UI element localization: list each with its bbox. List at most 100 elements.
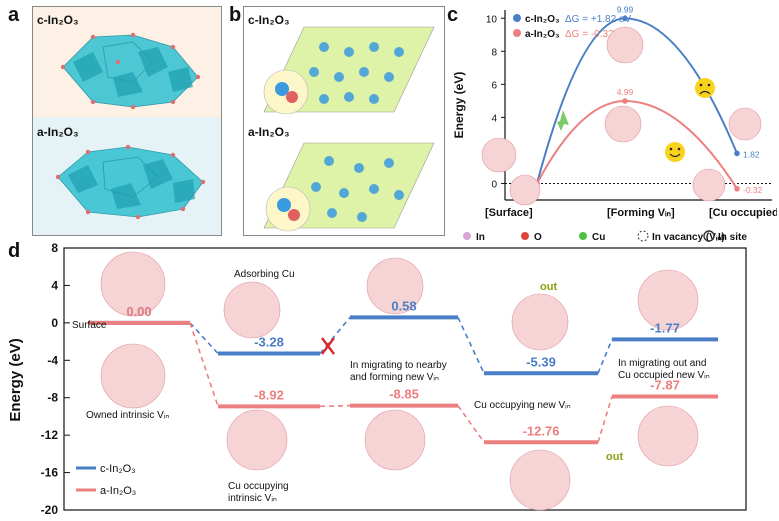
atom-legend-label: Cu	[592, 232, 605, 243]
annotation-migrating-2: and forming new Vᵢₙ	[350, 372, 439, 383]
atom-legend-marker	[463, 232, 471, 240]
annotation-surface: Surface	[72, 320, 107, 331]
atom-legend-marker	[703, 230, 715, 242]
annotation-owned: Owned intrinsic Vᵢₙ	[86, 410, 169, 421]
y-tick-label: -4	[47, 353, 58, 367]
atom-legend: In O Cu In vacancy (Vᵢₙ)In site	[463, 230, 747, 243]
data-label: -0.32	[743, 185, 763, 195]
y-tick-label: -8	[47, 391, 58, 405]
panel-label-d: d	[8, 240, 21, 262]
data-point	[622, 15, 628, 22]
panel-a-c-label: c-In₂O₃	[37, 13, 79, 27]
panel-label-c: c	[447, 4, 459, 26]
annotation-cu-new: Cu occupying new Vᵢₙ	[474, 400, 571, 411]
data-point	[622, 98, 628, 104]
energy-value-label: -5.39	[526, 354, 556, 369]
data-label: 4.99	[617, 87, 634, 97]
blocked-cross-icon	[321, 337, 335, 355]
connector-line	[597, 396, 613, 443]
structure-snapshots-c	[481, 26, 762, 206]
sad-face-icon	[695, 78, 715, 98]
structure-snapshots-d	[100, 251, 699, 511]
y-tick-label: -12	[41, 428, 59, 442]
connector-line	[319, 404, 351, 408]
panel-b-c-label: c-In₂O₃	[248, 13, 290, 27]
atom-legend-marker	[579, 232, 587, 240]
crystal-structure-a	[55, 144, 206, 220]
atom-legend-label: O	[534, 232, 542, 243]
energy-value-label: -8.85	[389, 387, 419, 402]
annotation-adsorbing: Adsorbing Cu	[234, 269, 295, 280]
annotation-out-2: Cu occupied new Vᵢₙ	[618, 370, 710, 381]
chart-d-legend: c-In₂O₃ a-In₂O₃	[76, 463, 136, 497]
happy-face-icon	[665, 142, 685, 162]
panel-a-structures: c-In₂O₃ a-In₂O₃	[32, 6, 222, 236]
y-tick-label: 0	[51, 316, 58, 330]
energy-value-label: -8.92	[254, 387, 284, 402]
connector-line	[597, 339, 613, 374]
annotation-out-bottom: out	[606, 451, 623, 463]
y-tick-label: 8	[491, 47, 497, 58]
energy-value-label: -1.77	[650, 320, 680, 335]
atom-legend-label: In site	[718, 232, 747, 243]
atom-legend-marker	[521, 232, 529, 240]
energy-profile-chart-c: Energy (eV) 0246810 9.991.824.99-0.32 [S…	[452, 4, 777, 243]
annotation-out-1: In migrating out and	[618, 358, 706, 369]
chart-c-legend-marker-c	[513, 14, 521, 22]
y-tick-label: 10	[486, 14, 498, 25]
connector-line	[189, 322, 219, 355]
energy-value-label: 0.00	[126, 304, 151, 319]
crystal-structure-c	[60, 32, 201, 110]
connector-line	[189, 322, 219, 407]
panel-label-b: b	[229, 4, 242, 26]
chart-c-legend-name-c: c-In₂O₃	[525, 14, 560, 25]
chart-d-legend-name-a: a-In₂O₃	[100, 485, 136, 497]
y-tick-label: 4	[491, 113, 497, 124]
chart-c-legend-delta-a: ΔG = -0.32 eV	[565, 29, 629, 40]
x-category-label: [Surface]	[485, 207, 533, 219]
data-label: 1.82	[743, 149, 760, 159]
chart-c-legend: c-In₂O₃ ΔG = +1.82 eV a-In₂O₃ ΔG = -0.32…	[513, 14, 631, 40]
chart-d-legend-name-c: c-In₂O₃	[100, 463, 136, 475]
x-category-label: [Forming Vᵢₙ]	[607, 207, 675, 219]
atom-legend-marker	[637, 230, 649, 242]
data-point	[734, 185, 740, 192]
green-arrow-icon	[557, 110, 569, 131]
y-tick-label: 0	[491, 179, 497, 190]
chart-c-legend-marker-a	[513, 29, 521, 37]
y-tick-label: 8	[51, 241, 58, 255]
data-label: 9.99	[617, 4, 634, 14]
data-point	[734, 150, 740, 157]
energy-value-label: -12.76	[523, 423, 560, 438]
connector-line	[457, 405, 485, 443]
panel-label-a: a	[8, 4, 20, 26]
energy-value-label: 0.00	[126, 304, 151, 319]
chart-d-frame	[63, 247, 747, 511]
atom-legend-label: In vacancy (Vᵢₙ)	[652, 232, 725, 243]
y-tick-label: 6	[491, 80, 497, 91]
energy-value-label: -7.87	[650, 377, 680, 392]
y-tick-label: -20	[41, 503, 59, 517]
chart-c-legend-name-a: a-In₂O₃	[525, 29, 560, 40]
charge-density-a	[263, 142, 435, 232]
chart-d-annotations: Surface Adsorbing Cu In migrating to nea…	[72, 269, 710, 504]
annotation-cu-intrinsic-2: intrinsic Vᵢₙ	[228, 493, 277, 504]
energy-value-label: -3.28	[254, 335, 284, 350]
annotation-migrating-1: In migrating to nearby	[350, 360, 447, 371]
panel-b-a-label: a-In₂O₃	[248, 125, 290, 139]
atom-legend-label: In	[476, 232, 485, 243]
connector-line	[319, 316, 351, 355]
chart-c-legend-delta-c: ΔG = +1.82 eV	[565, 14, 631, 25]
energy-value-label: 0.58	[391, 298, 416, 313]
panel-b-charge-density: c-In₂O₃ a-In₂O₃	[243, 6, 445, 236]
charge-density-c	[263, 26, 435, 115]
reaction-pathway-chart-d: Energy (eV) 8 4 0 -4 -8 -12 -16 -20 0.00 -3.28 0.…	[7, 241, 747, 517]
panel-a-a-label: a-In₂O₃	[37, 125, 79, 139]
y-tick-label: -16	[41, 466, 59, 480]
chart-d-ylabel: Energy (eV)	[7, 338, 24, 421]
chart-c-ylabel: Energy (eV)	[452, 72, 466, 139]
y-tick-label: 4	[51, 278, 58, 292]
annotation-out-top: out	[540, 281, 557, 293]
connector-line	[457, 317, 485, 374]
x-category-label: [Cu occupied Vᵢₙ]	[709, 207, 777, 219]
